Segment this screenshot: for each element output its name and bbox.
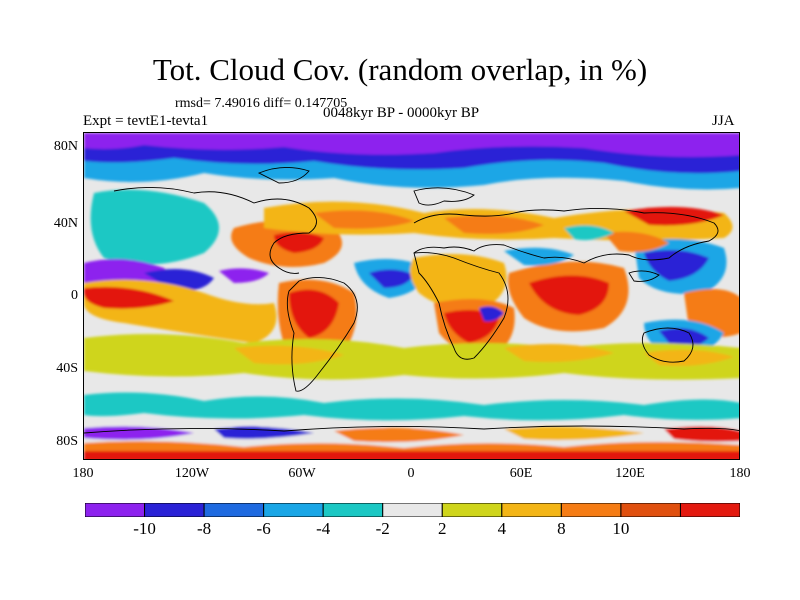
x-label-60w: 60W (288, 466, 316, 481)
colorbar-label: 4 (497, 519, 507, 538)
y-label-80s: 80S (56, 434, 78, 449)
colorbar-swatch (263, 503, 324, 517)
x-label-0: 0 (407, 466, 415, 481)
colorbar-label: 2 (438, 519, 447, 538)
period-label: 0048kyr BP - 0000kyr BP (323, 105, 480, 121)
x-label-180e: 180 (729, 466, 751, 481)
experiment-label: Expt = tevtE1-tevta1 (83, 113, 209, 129)
colorbar-label: -6 (256, 519, 271, 538)
map-title: Tot. Cloud Cov. (random overlap, in %) (152, 52, 648, 87)
stats-text: rmsd= 7.49016 diff= 0.147705 (175, 96, 348, 111)
y-label-40n: 40N (53, 216, 78, 231)
colorbar-swatch (441, 503, 503, 517)
colorbar-label: -8 (196, 519, 212, 538)
coastlines (84, 167, 739, 434)
colorbar-label: -4 (316, 519, 331, 538)
colorbar-swatch (679, 503, 740, 517)
x-label-120e: 120E (615, 466, 645, 481)
colorbar-label: -2 (375, 519, 390, 538)
y-label-0: 0 (71, 288, 78, 303)
colorbar-swatch (382, 503, 443, 517)
map-panel (83, 132, 740, 460)
x-label-180w: 180 (72, 466, 94, 481)
season-label: JJA (712, 113, 735, 129)
x-label-60e: 60E (509, 466, 533, 481)
colorbar-swatch (322, 503, 384, 517)
cloud-cover-map (84, 133, 739, 459)
colorbar-swatch (560, 503, 622, 517)
anomaly-fields (84, 133, 739, 459)
colorbar-label: 8 (557, 519, 566, 538)
colorbar-swatch (85, 503, 146, 517)
colorbar-swatch (620, 503, 681, 517)
x-label-120w: 120W (174, 466, 210, 481)
colorbar-label: 10 (612, 519, 630, 538)
y-label-40s: 40S (56, 361, 78, 376)
colorbar-swatch (203, 503, 265, 517)
colorbar-swatch (144, 503, 205, 517)
colorbar-swatch (501, 503, 562, 517)
colorbar (85, 503, 740, 517)
colorbar-label: -10 (133, 519, 156, 538)
y-label-80n: 80N (53, 139, 78, 154)
